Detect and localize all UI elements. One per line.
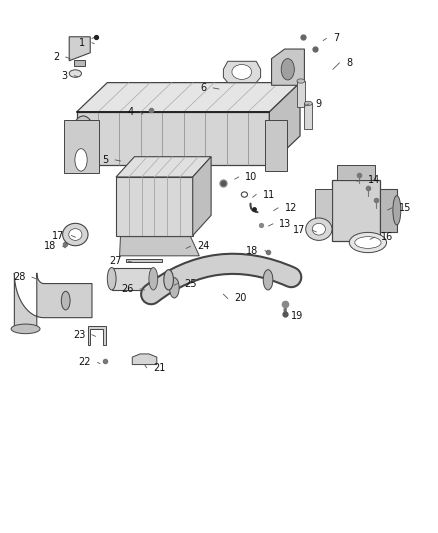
Text: 11: 11 xyxy=(263,190,275,199)
Ellipse shape xyxy=(349,232,386,253)
Text: 2: 2 xyxy=(53,52,59,62)
Polygon shape xyxy=(297,81,305,107)
Text: 28: 28 xyxy=(13,272,25,282)
Ellipse shape xyxy=(297,79,305,83)
Text: 21: 21 xyxy=(153,363,166,373)
Polygon shape xyxy=(304,103,312,129)
Polygon shape xyxy=(223,61,261,83)
Polygon shape xyxy=(88,326,106,345)
Text: 17: 17 xyxy=(53,231,65,240)
Polygon shape xyxy=(74,60,85,66)
Ellipse shape xyxy=(107,268,116,290)
Text: 14: 14 xyxy=(368,175,380,185)
Text: 22: 22 xyxy=(78,358,91,367)
Polygon shape xyxy=(120,237,199,256)
Text: 26: 26 xyxy=(121,284,134,294)
Polygon shape xyxy=(193,157,211,236)
Text: 18: 18 xyxy=(44,241,56,251)
Text: 8: 8 xyxy=(346,58,352,68)
Ellipse shape xyxy=(69,229,82,240)
Text: 4: 4 xyxy=(127,107,134,117)
Polygon shape xyxy=(112,268,153,290)
Text: 17: 17 xyxy=(293,225,306,235)
Ellipse shape xyxy=(393,196,401,225)
Ellipse shape xyxy=(149,268,158,290)
Polygon shape xyxy=(64,120,99,173)
Text: 7: 7 xyxy=(333,34,339,43)
Text: 16: 16 xyxy=(381,232,393,242)
Ellipse shape xyxy=(304,101,312,106)
Polygon shape xyxy=(332,180,380,241)
Text: 9: 9 xyxy=(315,99,321,109)
Ellipse shape xyxy=(71,116,95,161)
Polygon shape xyxy=(315,189,332,232)
Polygon shape xyxy=(269,83,300,165)
Ellipse shape xyxy=(232,64,251,79)
Text: 20: 20 xyxy=(234,294,247,303)
Ellipse shape xyxy=(306,218,332,240)
Text: 23: 23 xyxy=(73,330,85,340)
Text: 1: 1 xyxy=(79,38,85,47)
Polygon shape xyxy=(77,112,269,165)
Text: 18: 18 xyxy=(246,246,258,255)
Text: 27: 27 xyxy=(109,256,122,266)
Text: 6: 6 xyxy=(201,83,207,93)
Polygon shape xyxy=(116,177,193,236)
Ellipse shape xyxy=(355,237,381,248)
Polygon shape xyxy=(337,165,375,180)
Text: 10: 10 xyxy=(245,172,258,182)
Text: 25: 25 xyxy=(184,279,197,288)
Ellipse shape xyxy=(263,270,273,290)
Polygon shape xyxy=(272,49,304,85)
Ellipse shape xyxy=(69,70,81,77)
Text: 5: 5 xyxy=(102,155,109,165)
Ellipse shape xyxy=(170,278,179,298)
Ellipse shape xyxy=(63,223,88,246)
Text: 13: 13 xyxy=(279,219,292,229)
Ellipse shape xyxy=(164,270,173,290)
Polygon shape xyxy=(265,120,287,171)
Polygon shape xyxy=(77,83,300,112)
Polygon shape xyxy=(126,259,162,262)
Text: 15: 15 xyxy=(399,203,411,213)
Polygon shape xyxy=(69,37,90,61)
Text: 24: 24 xyxy=(197,241,209,251)
Text: 12: 12 xyxy=(285,203,297,213)
Ellipse shape xyxy=(75,149,87,171)
Ellipse shape xyxy=(77,126,90,151)
Polygon shape xyxy=(132,354,157,365)
Text: 19: 19 xyxy=(291,311,304,320)
Ellipse shape xyxy=(11,324,40,334)
Ellipse shape xyxy=(312,223,325,235)
Polygon shape xyxy=(380,189,397,232)
Ellipse shape xyxy=(281,59,294,80)
Text: 3: 3 xyxy=(62,71,68,80)
Ellipse shape xyxy=(61,291,70,310)
Polygon shape xyxy=(14,273,92,329)
Polygon shape xyxy=(116,157,211,177)
